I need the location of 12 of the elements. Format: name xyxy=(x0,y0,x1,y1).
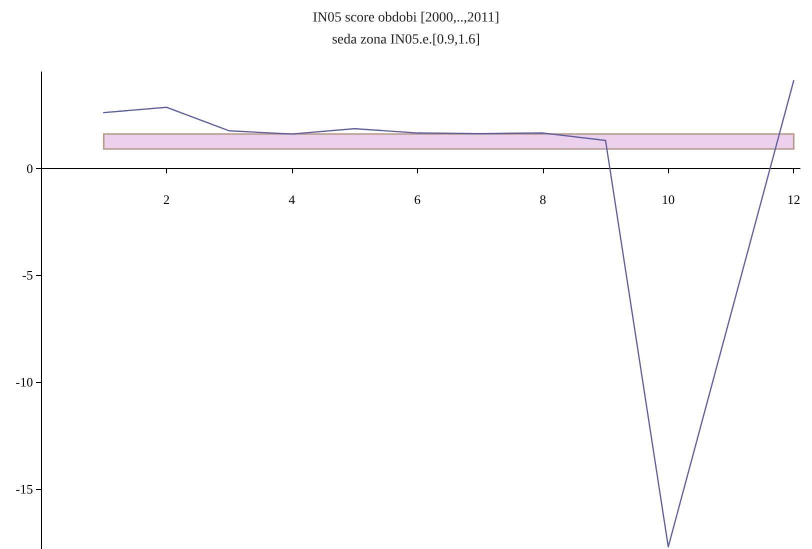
x-tick-label: 8 xyxy=(540,192,546,208)
y-tick-label: -10 xyxy=(16,374,33,390)
x-tick-label: 12 xyxy=(787,192,800,208)
chart-subtitle: seda zona IN05.e.[0.9,1.6] xyxy=(332,32,480,48)
chart-title: IN05 score obdobi [2000,..,2011] xyxy=(312,10,500,26)
y-tick-label: -5 xyxy=(22,268,33,283)
x-tick-label: 10 xyxy=(662,192,675,208)
y-tick-label: 0 xyxy=(26,160,33,176)
y-tick-label: -15 xyxy=(16,482,33,497)
x-tick-label: 6 xyxy=(414,192,422,208)
x-tick-label: 2 xyxy=(163,192,170,208)
x-tick-label: 4 xyxy=(288,192,296,208)
